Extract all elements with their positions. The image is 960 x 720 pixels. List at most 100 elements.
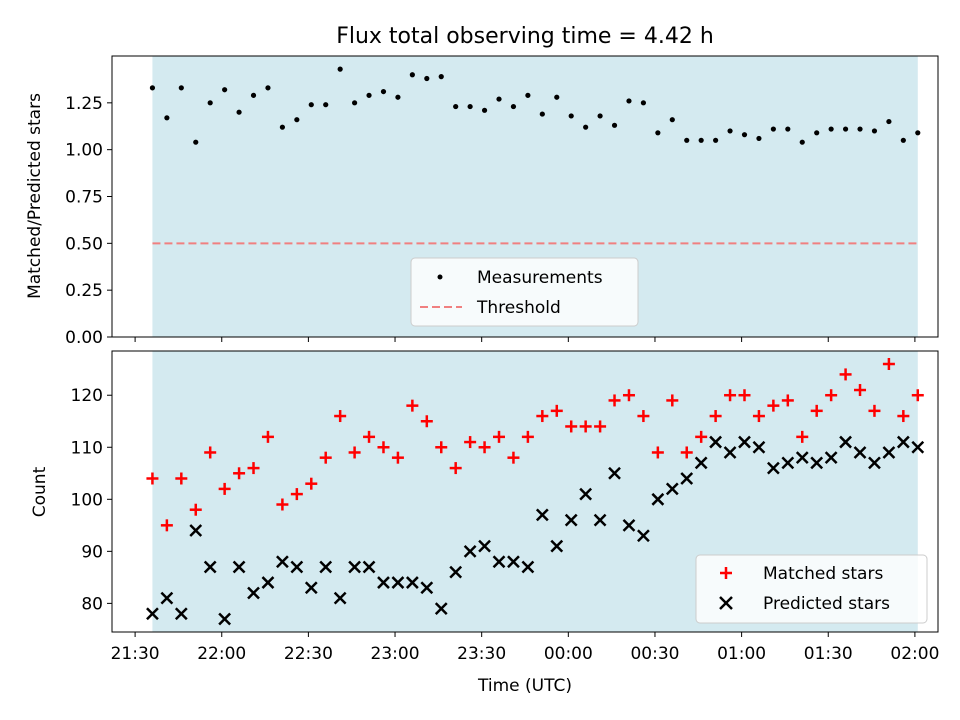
predicted-star-point: [564, 513, 578, 527]
measurement-point: [149, 85, 156, 91]
matched-star-point: [493, 430, 506, 443]
measurement-point: [294, 117, 300, 123]
matched-star-point: [261, 430, 274, 443]
matched-star-point: [767, 399, 780, 412]
measurement-point: [756, 135, 762, 142]
y-tick-label: 1.00: [65, 141, 103, 161]
measurement-point: [395, 94, 401, 100]
measurement-point: [366, 92, 372, 98]
predicted-star-point: [766, 461, 780, 475]
ratio-legend-box: [410, 257, 639, 327]
matched-star-point: [854, 384, 867, 397]
x-tick-label: 23:00: [371, 644, 420, 664]
matched-star-point: [218, 482, 231, 495]
matched-star-point: [839, 368, 852, 381]
predicted-star-point: [911, 440, 925, 454]
x-tick-label: 23:30: [457, 644, 506, 664]
y-tick-label: 80: [81, 594, 103, 614]
matched-star-point: [651, 446, 664, 459]
matched-star-point: [276, 498, 289, 511]
matched-star-point: [247, 462, 260, 475]
matched-star-point: [175, 472, 188, 485]
predicted-star-point: [593, 513, 607, 527]
predicted-star-point: [694, 456, 708, 470]
predicted-star-point: [579, 487, 593, 501]
matched-star-point: [536, 410, 549, 423]
measurement-point: [236, 109, 242, 115]
measurement-point: [842, 126, 849, 132]
matched-star-point: [695, 430, 708, 443]
matched-star-point: [334, 410, 347, 423]
measurement-point: [828, 126, 834, 132]
measurement-point: [539, 111, 545, 117]
measurement-point: [409, 72, 415, 78]
measurement-point: [250, 92, 257, 98]
matched-star-point: [146, 472, 159, 485]
predicted-star-point: [492, 555, 506, 569]
x-tick-label: 00:30: [630, 644, 679, 664]
x-tick-label: 01:30: [804, 644, 853, 664]
measurement-point: [626, 98, 632, 104]
matched-star-point: [420, 415, 433, 428]
matched-star-point: [233, 467, 246, 480]
predicted-star-point: [853, 446, 867, 459]
predicted-star-point: [420, 581, 434, 595]
matched-star-point: [868, 404, 881, 417]
measurement-point: [279, 124, 285, 130]
measurement-point: [467, 103, 473, 110]
y-tick-label: 1.25: [65, 94, 103, 114]
predicted-star-point: [146, 607, 159, 621]
predicted-star-point: [247, 586, 260, 600]
legend-threshold-label: Threshold: [476, 298, 561, 318]
legend-predicted-label: Predicted stars: [763, 594, 890, 614]
legend-measurements-label: Measurements: [477, 268, 603, 288]
measurement-point: [770, 126, 776, 132]
measurement-point: [496, 96, 502, 102]
predicted-star-point: [810, 456, 824, 470]
matched-star-point: [464, 436, 477, 449]
predicted-star-point: [868, 456, 881, 470]
matched-star-point: [189, 503, 202, 516]
matched-points: [146, 358, 924, 532]
measurement-point: [510, 103, 517, 110]
predicted-star-point: [449, 565, 463, 579]
ratio-y-ticks: 0.00 0.25 0.50 0.75 1.00 1.25: [65, 94, 112, 348]
predicted-star-point: [608, 466, 621, 480]
ratio-y-axis-label: Matched/Predicted stars: [25, 93, 45, 299]
measurement-point: [207, 100, 213, 106]
predicted-star-point: [463, 544, 477, 558]
measurement-point: [698, 137, 704, 143]
measurement-point: [900, 137, 906, 143]
matched-star-point: [391, 451, 404, 464]
measurement-point: [164, 115, 170, 121]
matched-star-point: [290, 488, 303, 501]
matched-star-point: [550, 404, 563, 417]
legend-measurements-marker: [437, 274, 443, 280]
predicted-star-point: [405, 576, 419, 589]
predicted-star-point: [348, 560, 361, 574]
measurement-point: [799, 139, 805, 145]
matched-star-point: [565, 420, 578, 433]
y-tick-label: 0.00: [65, 328, 103, 348]
measurement-point: [352, 100, 358, 106]
predicted-star-point: [377, 576, 390, 589]
predicted-star-point: [304, 581, 318, 595]
legend-matched-marker: [720, 567, 732, 579]
predicted-star-point: [218, 612, 232, 626]
predicted-star-point: [261, 576, 275, 589]
predicted-star-point: [391, 576, 405, 589]
measurement-point: [438, 74, 444, 80]
measurement-point: [525, 92, 531, 98]
predicted-star-point: [824, 451, 838, 465]
matched-star-point: [781, 394, 794, 407]
measurement-point: [222, 87, 228, 93]
measurement-point: [611, 122, 618, 128]
ratio-points: [149, 66, 921, 145]
y-tick-label: 110: [71, 438, 103, 458]
measurement-point: [554, 94, 560, 100]
matched-star-point: [406, 399, 419, 412]
matched-star-point: [579, 420, 592, 433]
ratio-axes: 0.00 0.25 0.50 0.75 1.00 1.25 Matched/Predict…: [25, 55, 939, 348]
matched-star-point: [680, 446, 693, 459]
x-tick-label: 01:00: [717, 644, 766, 664]
